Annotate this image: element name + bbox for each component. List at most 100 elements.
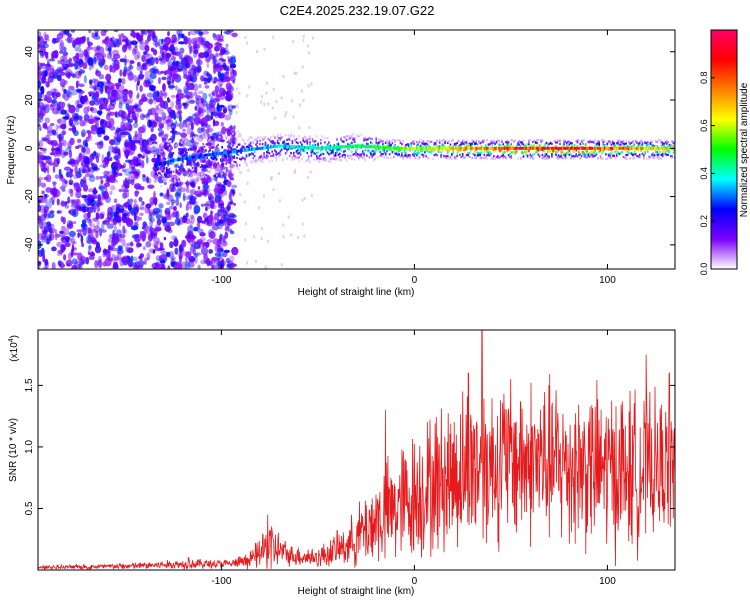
heatmap-cell <box>303 136 306 139</box>
heatmap-cell <box>159 151 166 158</box>
heatmap-cell <box>524 146 526 150</box>
heatmap-cell <box>203 174 206 177</box>
heatmap-cell <box>284 152 287 155</box>
heatmap-cell <box>643 157 645 160</box>
heatmap-cell <box>305 160 307 163</box>
heatmap-cell <box>575 153 577 156</box>
heatmap-cell <box>101 222 105 232</box>
heatmap-cell <box>168 151 174 159</box>
heatmap-cell <box>428 146 430 150</box>
heatmap-cell <box>39 204 47 214</box>
heatmap-cell <box>475 156 477 160</box>
heatmap-cell <box>60 244 66 252</box>
heatmap-cell <box>632 157 634 160</box>
heatmap-cell <box>244 142 246 145</box>
heatmap-cell <box>352 144 354 148</box>
heatmap-cell <box>374 158 376 161</box>
heatmap-cell <box>521 150 523 154</box>
heatmap-cell <box>611 146 614 150</box>
heatmap-cell <box>278 137 280 140</box>
heatmap-cell <box>198 172 200 175</box>
heatmap-cell <box>121 256 128 264</box>
heatmap-cell <box>171 159 173 163</box>
heatmap-cell <box>236 165 238 168</box>
heatmap-cell <box>84 173 90 178</box>
heatmap-cell <box>213 63 220 69</box>
heatmap-cell <box>69 137 75 146</box>
heatmap-cell <box>256 159 259 162</box>
heatmap-cell <box>201 174 203 178</box>
heatmap-cell <box>583 151 586 154</box>
heatmap-cell <box>460 149 463 152</box>
heatmap-cell <box>144 80 152 87</box>
heatmap-cell <box>53 142 59 147</box>
heatmap-cell <box>317 142 319 145</box>
heatmap-cell <box>172 152 175 155</box>
heatmap-cell <box>570 146 572 150</box>
heatmap-cell <box>45 64 49 72</box>
heatmap-cell <box>63 166 72 171</box>
heatmap-cell <box>270 154 272 158</box>
heatmap-cell <box>141 201 145 206</box>
heatmap-cell <box>284 144 287 148</box>
heatmap-cell <box>133 212 137 222</box>
heatmap-cell <box>540 140 542 144</box>
heatmap-cell <box>582 139 584 142</box>
heatmap-cell <box>69 117 74 124</box>
heatmap-cell <box>128 89 133 99</box>
snr-line <box>38 330 675 570</box>
heatmap-cell <box>102 261 107 267</box>
heatmap-cell <box>564 155 567 158</box>
heatmap-cell <box>441 146 444 150</box>
heatmap-cell <box>150 85 157 89</box>
heatmap-cell <box>297 152 299 155</box>
heatmap-cell <box>609 154 611 157</box>
heatmap-cell <box>82 176 87 184</box>
heatmap-cell <box>211 150 214 153</box>
heatmap-cell <box>352 138 354 141</box>
heatmap-cell <box>208 249 213 254</box>
heatmap-cell <box>155 213 162 220</box>
heatmap-cell <box>137 153 142 158</box>
heatmap-cell <box>209 203 217 210</box>
heatmap-cell <box>280 148 283 151</box>
heatmap-cell <box>337 153 340 156</box>
heatmap-cell <box>52 194 56 203</box>
heatmap-cell <box>276 139 279 142</box>
heatmap-cell <box>188 44 193 50</box>
heatmap-cell <box>78 49 84 58</box>
heatmap-cell <box>661 146 664 150</box>
heatmap-cell <box>105 161 109 168</box>
colorbar: 0.00.20.40.60.8 Normalized spectral ampl… <box>699 29 750 275</box>
heatmap-cell <box>243 139 245 142</box>
heatmap-cell <box>533 139 536 142</box>
heatmap-cell <box>41 156 48 160</box>
heatmap-cell <box>313 144 315 148</box>
heatmap-cell <box>168 251 175 259</box>
colorbar-tick-label: 0.8 <box>699 72 709 85</box>
heatmap-cell <box>595 153 598 156</box>
heatmap-cell <box>459 144 461 147</box>
heatmap-cell <box>574 155 576 158</box>
heatmap-cell <box>353 137 356 140</box>
heatmap-cell <box>618 140 621 143</box>
heatmap-cell <box>453 156 456 159</box>
heatmap-cell <box>60 46 67 53</box>
heatmap-cell <box>310 149 313 152</box>
heatmap-cell <box>175 102 182 111</box>
heatmap-cell <box>67 34 71 44</box>
heatmap-cell <box>192 44 200 52</box>
heatmap-cell <box>118 84 125 93</box>
heatmap-cell <box>660 139 663 142</box>
heatmap-cell <box>47 140 54 145</box>
heatmap-cell <box>174 146 176 149</box>
heatmap-cell <box>455 157 457 160</box>
heatmap-cell <box>171 60 179 67</box>
heatmap-cell <box>517 157 519 160</box>
heatmap-cell <box>195 117 200 126</box>
heatmap-cell <box>299 153 302 156</box>
heatmap-cell <box>634 153 637 156</box>
heatmap-cell <box>56 252 63 256</box>
heatmap-cell <box>113 135 117 140</box>
